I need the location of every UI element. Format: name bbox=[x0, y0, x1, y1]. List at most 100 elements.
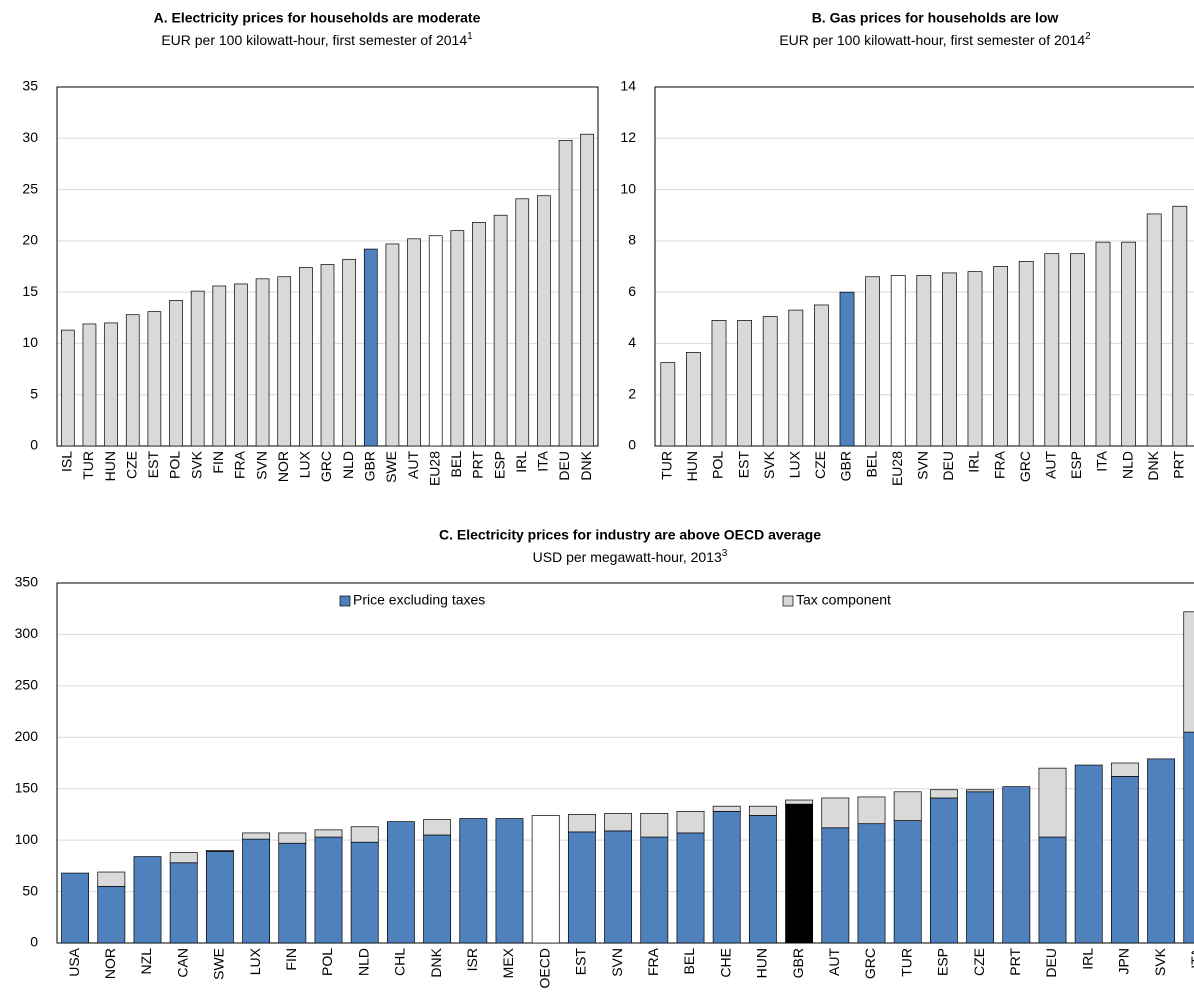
x-tick-label: CZE bbox=[812, 451, 828, 479]
x-tick-label: BEL bbox=[863, 451, 879, 478]
y-tick-label: 35 bbox=[22, 78, 38, 94]
bar bbox=[278, 842, 307, 944]
y-tick-label: 8 bbox=[628, 232, 636, 248]
bar bbox=[1002, 786, 1031, 944]
bar bbox=[531, 815, 560, 944]
bar bbox=[686, 352, 701, 447]
x-tick-label: DNK bbox=[1145, 450, 1161, 480]
x-tick-label: EU28 bbox=[426, 451, 442, 486]
bar bbox=[242, 832, 271, 840]
x-tick-label: EU28 bbox=[889, 451, 905, 486]
bar bbox=[1038, 836, 1067, 944]
y-tick-label: 12 bbox=[620, 129, 636, 145]
subtitle-text: EUR per 100 kilowatt-hour, first semeste… bbox=[161, 32, 467, 48]
bar bbox=[1044, 253, 1060, 447]
x-tick-label: TUR bbox=[659, 451, 675, 480]
x-tick-label: SVK bbox=[188, 450, 204, 479]
x-tick-label: POL bbox=[710, 451, 726, 479]
x-tick-label: NOR bbox=[102, 948, 118, 979]
bar bbox=[865, 276, 880, 447]
x-tick-label: DNK bbox=[428, 947, 444, 977]
x-tick-label: CZE bbox=[971, 948, 987, 976]
x-tick-label: FIN bbox=[283, 948, 299, 971]
legend-label: Tax component bbox=[796, 592, 891, 608]
bar bbox=[97, 871, 126, 887]
bar bbox=[363, 248, 378, 447]
y-tick-label: 150 bbox=[15, 779, 39, 795]
bar bbox=[580, 133, 595, 447]
x-tick-label: GRC bbox=[318, 451, 334, 482]
x-tick-label: ESP bbox=[935, 948, 951, 976]
x-tick-label: CAN bbox=[174, 948, 190, 978]
bar bbox=[450, 230, 465, 447]
x-tick-label: OECD bbox=[536, 948, 552, 988]
chart-title: C. Electricity prices for industry are a… bbox=[439, 527, 821, 543]
note-mark: 3 bbox=[722, 548, 728, 559]
x-tick-label: NOR bbox=[275, 451, 291, 482]
x-tick-label: SVN bbox=[253, 451, 269, 480]
bar bbox=[314, 829, 343, 838]
bar bbox=[495, 818, 524, 944]
legend-swatch bbox=[782, 595, 794, 607]
bar bbox=[640, 813, 669, 838]
bar bbox=[558, 139, 573, 447]
bar bbox=[737, 320, 752, 447]
bar bbox=[60, 329, 75, 447]
x-tick-label: POL bbox=[167, 451, 183, 479]
bar bbox=[428, 235, 443, 447]
bar bbox=[133, 856, 162, 944]
x-tick-label: CHL bbox=[392, 948, 408, 976]
bar bbox=[966, 789, 995, 793]
bar bbox=[821, 797, 850, 829]
chart-subtitle: EUR per 100 kilowatt-hour, first semeste… bbox=[779, 31, 1091, 48]
x-tick-label: JPN bbox=[1116, 948, 1132, 974]
x-tick-label: CHE bbox=[717, 948, 733, 978]
bar bbox=[676, 810, 705, 834]
x-tick-label: SVK bbox=[761, 450, 777, 479]
bar bbox=[169, 852, 198, 864]
bar bbox=[537, 195, 551, 447]
y-tick-label: 10 bbox=[620, 180, 636, 196]
x-tick-label: EST bbox=[145, 451, 161, 479]
bar bbox=[711, 320, 727, 447]
x-tick-label: GRC bbox=[1017, 451, 1033, 482]
y-tick-label: 15 bbox=[22, 283, 38, 299]
x-tick-label: ITA bbox=[1094, 450, 1110, 471]
y-tick-label: 5 bbox=[30, 385, 38, 401]
x-tick-label: PRT bbox=[470, 451, 486, 479]
bar bbox=[385, 243, 400, 447]
x-tick-label: GBR bbox=[838, 451, 854, 481]
subtitle-text: EUR per 100 kilowatt-hour, first semeste… bbox=[779, 32, 1085, 48]
y-tick-label: 200 bbox=[15, 728, 39, 744]
bar bbox=[785, 803, 814, 944]
note-mark: 1 bbox=[467, 31, 473, 42]
x-tick-label: HUN bbox=[754, 948, 770, 978]
x-tick-label: ITA bbox=[535, 450, 551, 471]
legend-swatch bbox=[339, 595, 351, 607]
bar bbox=[567, 831, 596, 944]
bar bbox=[493, 214, 508, 447]
x-tick-label: HUN bbox=[684, 451, 700, 481]
y-tick-label: 300 bbox=[15, 625, 39, 641]
bar bbox=[748, 815, 777, 944]
bar bbox=[604, 830, 633, 944]
x-tick-label: EST bbox=[735, 451, 751, 479]
x-tick-label: IRL bbox=[966, 451, 982, 473]
x-tick-label: NLD bbox=[355, 948, 371, 976]
bar bbox=[278, 832, 307, 844]
y-tick-label: 30 bbox=[22, 129, 38, 145]
x-tick-label: LUX bbox=[787, 450, 803, 478]
bar bbox=[407, 238, 421, 447]
x-tick-label: GRC bbox=[862, 948, 878, 979]
bar bbox=[967, 271, 983, 447]
x-tick-label: DEU bbox=[1043, 948, 1059, 978]
x-tick-label: PRT bbox=[1007, 948, 1023, 976]
x-tick-label: SVK bbox=[1152, 947, 1168, 976]
chart-subtitle: USD per megawatt-hour, 20133 bbox=[533, 548, 728, 565]
bar bbox=[1172, 205, 1188, 447]
x-tick-label: SWE bbox=[211, 948, 227, 980]
x-tick-label: IRL bbox=[1079, 948, 1095, 970]
bar bbox=[169, 299, 183, 447]
bar bbox=[423, 819, 452, 836]
